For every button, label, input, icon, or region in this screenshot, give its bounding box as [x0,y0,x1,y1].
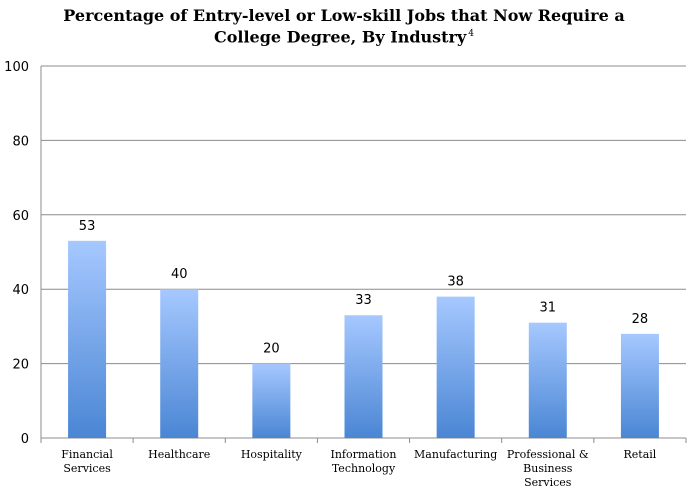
bar-healthcare [160,289,199,438]
y-tick-label-100: 100 [4,60,29,75]
y-tick-label-20: 20 [12,358,29,373]
x-tick-label: Technology [332,462,396,475]
y-tick-label-0: 0 [21,432,29,447]
bar-hospitality [252,363,291,438]
x-tick-label: Services [63,462,111,475]
data-label: 38 [447,275,464,290]
x-tick-label: Professional & [507,448,589,461]
data-label: 20 [263,342,280,357]
data-label: 33 [355,293,372,308]
data-label: 28 [632,312,649,327]
x-tick-label: Financial [61,448,113,461]
data-label: 53 [79,219,96,234]
x-tick-label: Manufacturing [414,448,497,461]
x-tick-label: Services [524,476,572,489]
chart-title-line-2: College Degree, By Industry [213,27,467,47]
x-tick-label: Information [330,448,396,461]
chart-title-footnote: 4 [468,29,475,39]
bar-financial-services [68,240,107,438]
data-label: 31 [540,301,557,316]
bar-retail [620,333,659,438]
chart-title: Percentage of Entry-level or Low-skill J… [0,6,688,46]
chart-title-line-1: Percentage of Entry-level or Low-skill J… [63,6,625,25]
x-tick-label: Business [523,462,573,475]
bar-information-technology [344,315,383,438]
bar-professional-business-services [528,322,567,438]
labels: 02040608010053FinancialServices40Healthc… [4,60,657,489]
bar-manufacturing [436,296,475,438]
x-tick-label: Retail [624,448,657,461]
y-tick-label-80: 80 [12,134,29,149]
x-tick-label: Hospitality [241,448,303,461]
x-tick-label: Healthcare [148,448,210,461]
y-tick-label-40: 40 [12,283,29,298]
bars [68,240,659,438]
y-tick-label-60: 60 [12,209,29,224]
data-label: 40 [171,267,188,282]
